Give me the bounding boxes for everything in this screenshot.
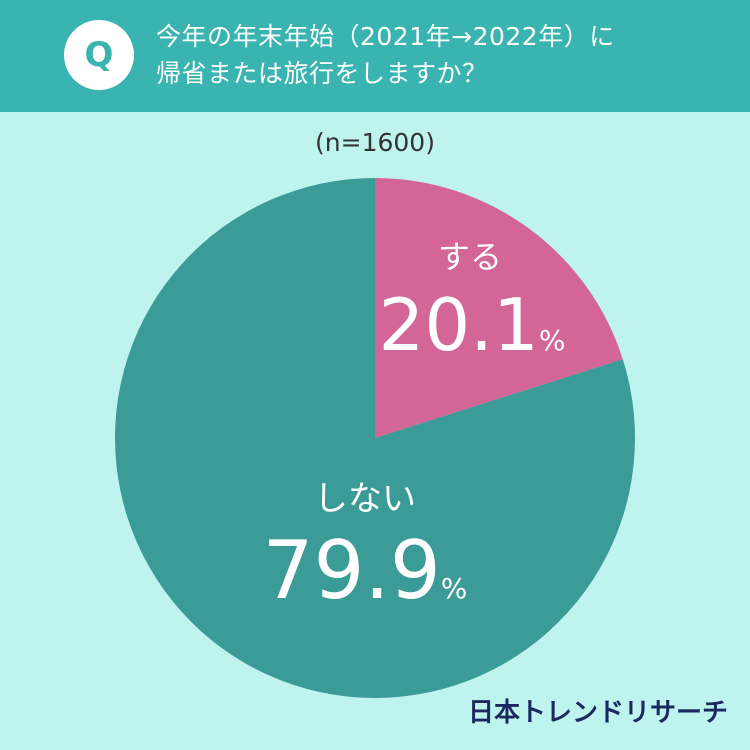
brand-logo-text: 日本トレンドリサーチ	[467, 698, 728, 728]
question-header: Q 今年の年末年始（2021年→2022年）に 帰省または旅行をしますか？	[0, 0, 750, 112]
slice-value-yes-unit: %	[539, 324, 566, 357]
question-title: 今年の年末年始（2021年→2022年）に 帰省または旅行をしますか？	[156, 18, 736, 92]
slice-label-yes: する	[438, 238, 502, 276]
question-badge: Q	[64, 20, 134, 90]
slice-value-yes-number: 20.1	[379, 283, 539, 367]
pie-slice-yes	[375, 178, 623, 438]
question-title-line2: 帰省または旅行をしますか？	[156, 59, 488, 88]
slice-value-no-number: 79.9	[263, 524, 441, 617]
sample-size-note: (n=1600)	[315, 128, 435, 157]
slice-value-no-unit: %	[441, 572, 468, 605]
slice-label-no: しない	[314, 479, 416, 519]
pie-slice-no	[115, 178, 636, 698]
slice-value-yes: 20.1%	[379, 283, 566, 367]
question-title-line1: 今年の年末年始（2021年→2022年）に	[156, 22, 615, 51]
slice-value-no: 79.9%	[263, 524, 468, 617]
